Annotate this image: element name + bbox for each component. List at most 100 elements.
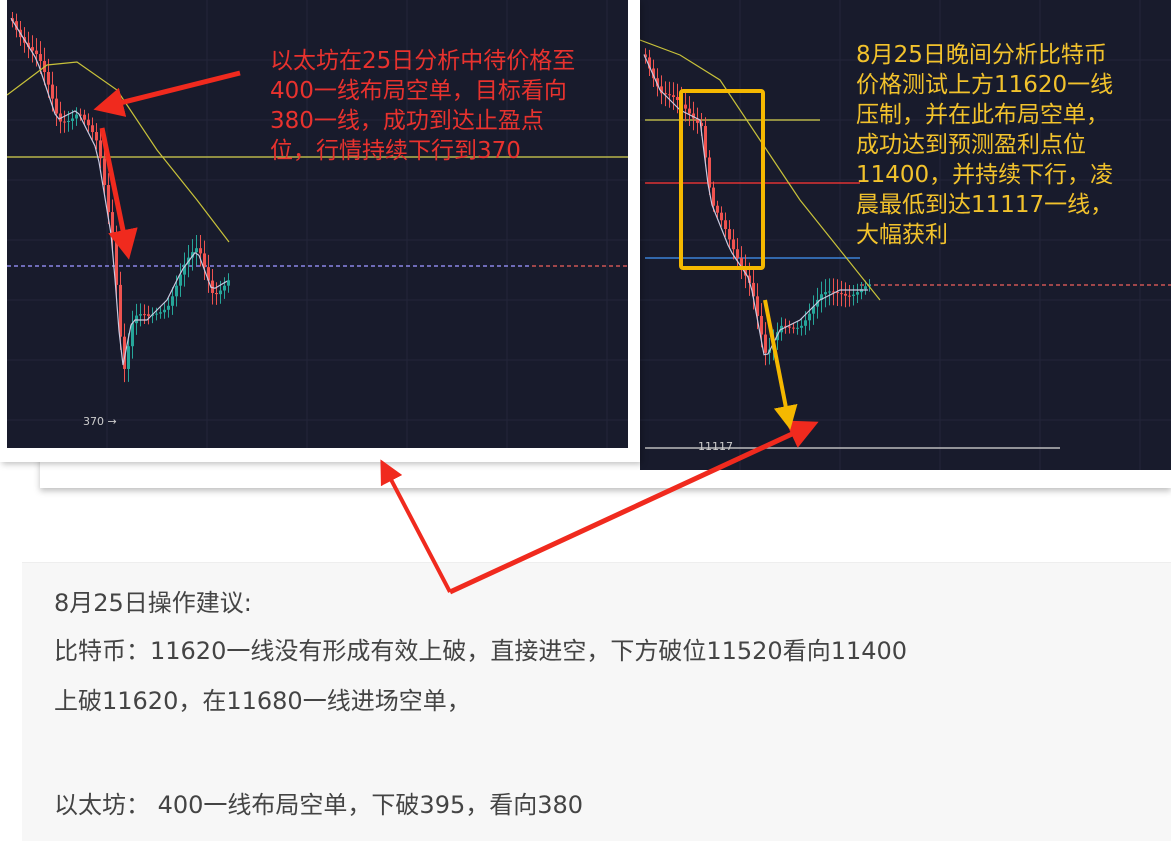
candle-body [744, 267, 747, 276]
candle-body [792, 327, 795, 329]
candle-body [664, 93, 667, 95]
candle-body [119, 284, 122, 337]
candle-body [127, 346, 130, 369]
candle-body [672, 95, 675, 97]
candle-body [800, 325, 803, 328]
candle-body [676, 96, 679, 101]
candle-body [724, 220, 727, 230]
candle-body [820, 294, 823, 300]
candle-body [171, 296, 174, 306]
candle-body [95, 132, 98, 141]
candle-body [47, 72, 50, 85]
candle-body [219, 290, 222, 295]
candle-body [848, 295, 851, 297]
advice-btc-line2: 上破11620，在11680一线进场空单， [54, 687, 471, 715]
candle-body [832, 291, 835, 293]
candle-body [804, 320, 807, 326]
candle-body [668, 94, 671, 96]
candle-body [207, 267, 210, 281]
candle-body [660, 86, 663, 94]
advice-eth-line: 以太坊： 400一线布局空单，下破395，看向380 [54, 791, 584, 819]
candle-body [15, 21, 18, 30]
candle-body [67, 120, 70, 122]
eth-annotation: 以太坊在25日分析中待价格至 400一线布局空单，目标看向 380一线，成功到达… [270, 48, 576, 164]
candle-body [856, 292, 859, 295]
candle-body [712, 187, 715, 206]
candle-body [808, 313, 811, 321]
candle-body [828, 291, 831, 293]
candle-body [764, 334, 767, 353]
candle-body [752, 282, 755, 297]
candle-body [864, 286, 867, 290]
candle-body [51, 84, 54, 99]
candle-body [748, 275, 751, 283]
advice-title: 8月25日操作建议: [54, 589, 252, 617]
candle-body [135, 315, 138, 324]
candle-body [143, 314, 146, 316]
candle-body [35, 50, 38, 55]
candle-body [215, 292, 218, 295]
candle-body [163, 309, 166, 313]
candle-body [840, 293, 843, 295]
btc-chart: 11117 [640, 0, 1171, 470]
advice-btc-line1: 比特币：11620一线没有形成有效上破，直接进空，下方破位11520看向1140… [54, 637, 908, 665]
candle-body [760, 315, 763, 335]
candle-body [227, 280, 230, 286]
candle-body [852, 294, 855, 296]
candle-body [680, 100, 683, 105]
candle-body [796, 327, 799, 329]
candle-body [27, 42, 30, 48]
btc-annotation: 8月25日晚间分析比特币 价格测试上方11620一线 压制，并在此布局空单， 成… [856, 42, 1114, 248]
candle-body [652, 68, 655, 79]
eth-low-label: 370 → [83, 415, 117, 428]
candle-body [115, 238, 118, 285]
candle-body [688, 108, 691, 114]
trading-advice-panel: 8月25日操作建议: 比特币：11620一线没有形成有效上破，直接进空，下方破位… [22, 562, 1171, 841]
candle-body [167, 305, 170, 310]
candle-body [736, 249, 739, 259]
moving-average-slow [7, 61, 230, 243]
candle-body [183, 264, 186, 275]
candle-body [83, 114, 86, 120]
candle-body [99, 140, 102, 159]
candle-body [684, 104, 687, 109]
candle-body [728, 229, 731, 240]
candle-body [211, 280, 214, 293]
candle-body [155, 313, 158, 315]
candle-body [732, 239, 735, 250]
candle-body [59, 113, 62, 122]
candle-body [159, 312, 162, 314]
candle-body [139, 314, 142, 316]
candle-body [824, 292, 827, 295]
candle-body [79, 114, 82, 116]
candle-body [788, 326, 791, 328]
candle-body [860, 289, 863, 293]
candle-body [648, 57, 651, 69]
candle-body [191, 252, 194, 258]
candle-body [91, 125, 94, 133]
candle-body [716, 205, 719, 213]
candle-body [87, 119, 90, 126]
moving-average-fast [10, 17, 228, 366]
candle-body [836, 292, 839, 294]
candle-body [720, 212, 723, 221]
candle-body [844, 293, 847, 296]
candle-body [31, 47, 34, 51]
candle-body [756, 296, 759, 316]
candle-body [203, 253, 206, 268]
candle-body [39, 54, 42, 61]
candle-body [107, 185, 110, 213]
moving-average-slow [640, 39, 881, 301]
candle-body [131, 323, 134, 347]
candle-body [123, 336, 126, 369]
candle-body [179, 274, 182, 286]
candle-body [195, 248, 198, 253]
candle-body [868, 284, 871, 287]
candle-body [71, 118, 74, 121]
candle-body [75, 114, 78, 119]
candle-body [812, 306, 815, 314]
candle-body [175, 285, 178, 297]
candle-body [147, 314, 150, 316]
candle-body [63, 121, 66, 123]
candle-body [656, 78, 659, 87]
